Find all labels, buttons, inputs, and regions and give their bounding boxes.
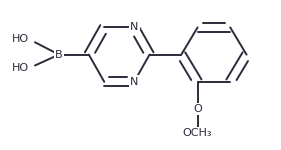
Text: N: N xyxy=(130,22,138,32)
Text: O: O xyxy=(193,104,202,114)
Text: HO: HO xyxy=(12,34,29,44)
Text: N: N xyxy=(130,77,138,87)
Text: B: B xyxy=(55,50,63,60)
Text: OCH₃: OCH₃ xyxy=(183,128,212,138)
Text: HO: HO xyxy=(12,63,29,73)
